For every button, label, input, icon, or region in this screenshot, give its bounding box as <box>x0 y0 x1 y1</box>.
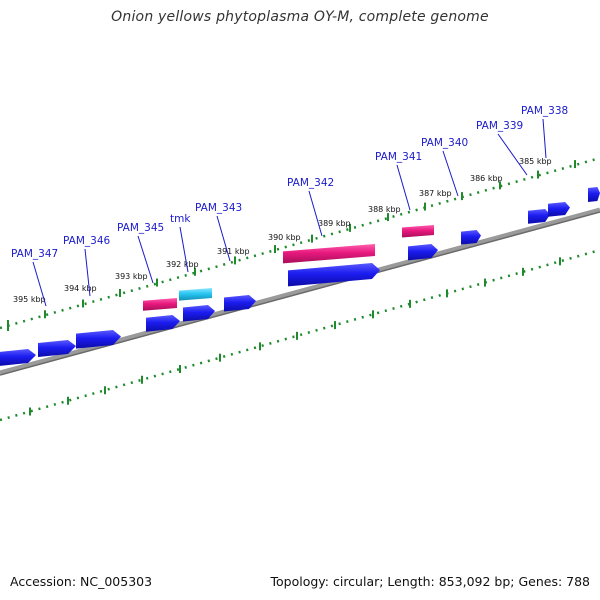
gene-label: PAM_340 <box>421 137 468 149</box>
gene-label-leader <box>396 164 411 211</box>
gene-label-leader <box>137 235 154 284</box>
gene-label-leader <box>179 226 189 273</box>
gene-label: PAM_347 <box>11 248 58 260</box>
cds-arrow-body <box>76 330 121 349</box>
cds-arrow-body <box>588 187 600 202</box>
kbp-label: 386 kbp <box>470 174 503 183</box>
gene-label-leader <box>216 215 231 262</box>
kbp-label: 389 kbp <box>318 219 351 228</box>
kbp-label: 393 kbp <box>115 272 148 281</box>
gene-label-leader <box>497 133 528 176</box>
cds-arrow <box>0 349 36 366</box>
gene-label: PAM_341 <box>375 151 422 163</box>
rna-feature-body <box>402 225 434 238</box>
gene-label-leader <box>32 261 47 307</box>
kbp-label: 395 kbp <box>13 295 46 304</box>
cds-arrow-body <box>461 230 481 245</box>
cds-arrow-body <box>146 315 180 332</box>
rna-feature-body <box>283 244 375 264</box>
tmk-feature <box>179 288 212 301</box>
kbp-label: 388 kbp <box>368 205 401 214</box>
cds-arrow-body <box>528 209 550 224</box>
map-title: Onion yellows phytoplasma OY-M, complete… <box>111 9 489 25</box>
kbp-label: 390 kbp <box>268 233 301 242</box>
cds-arrow-body <box>288 263 380 287</box>
rna-feature <box>402 225 434 238</box>
kbp-label: 391 kbp <box>217 247 250 256</box>
gene-label-leader <box>542 118 547 159</box>
cds-arrow <box>38 340 76 358</box>
gene-label-leader <box>442 150 459 197</box>
feature-labels: 395 kbp 394 kbp 393 kbp 392 kbp 391 kbp 390 k… <box>11 105 568 307</box>
tmk-feature-body <box>179 288 212 301</box>
gene-label: PAM_339 <box>476 120 523 132</box>
cds-arrow <box>76 330 121 349</box>
cds-arrow <box>288 263 380 287</box>
cds-arrow-body <box>38 340 76 358</box>
kbp-label: 385 kbp <box>519 157 552 166</box>
cds-arrow <box>548 202 570 217</box>
kbp-label: 387 kbp <box>419 189 452 198</box>
cds-arrow-body <box>408 244 438 261</box>
kbp-label: 392 kbp <box>166 260 199 269</box>
gene-label: PAM_343 <box>195 202 242 214</box>
gene-label-leader <box>308 190 323 237</box>
cds-arrow <box>528 209 550 224</box>
cds-arrow <box>146 315 180 332</box>
topology-summary: Topology: circular; Length: 853,092 bp; … <box>270 574 591 589</box>
accession-text: Accession: NC_005303 <box>10 574 153 589</box>
cds-arrow <box>461 230 481 245</box>
major-ticks <box>7 160 576 416</box>
gene-label: PAM_346 <box>63 235 111 247</box>
genome-backbone-shadow <box>0 211 600 376</box>
cds-arrow <box>183 305 215 322</box>
rna-feature <box>143 298 177 311</box>
rna-feature-body <box>143 298 177 311</box>
kbp-label: 394 kbp <box>64 284 97 293</box>
cds-arrow <box>588 187 600 202</box>
cds-arrow-body <box>183 305 215 322</box>
cds-arrow-body <box>0 349 36 366</box>
gene-label-leader <box>84 248 91 297</box>
cds-arrow-body <box>548 202 570 217</box>
feature-track <box>0 187 600 366</box>
cds-arrow-body <box>224 295 256 312</box>
gene-label: PAM_338 <box>521 105 568 117</box>
cds-arrow <box>408 244 438 261</box>
cds-arrow <box>224 295 256 312</box>
rna-feature <box>283 244 375 264</box>
gene-label: tmk <box>170 213 191 225</box>
gene-label: PAM_342 <box>287 177 334 189</box>
gene-label: PAM_345 <box>117 222 164 234</box>
